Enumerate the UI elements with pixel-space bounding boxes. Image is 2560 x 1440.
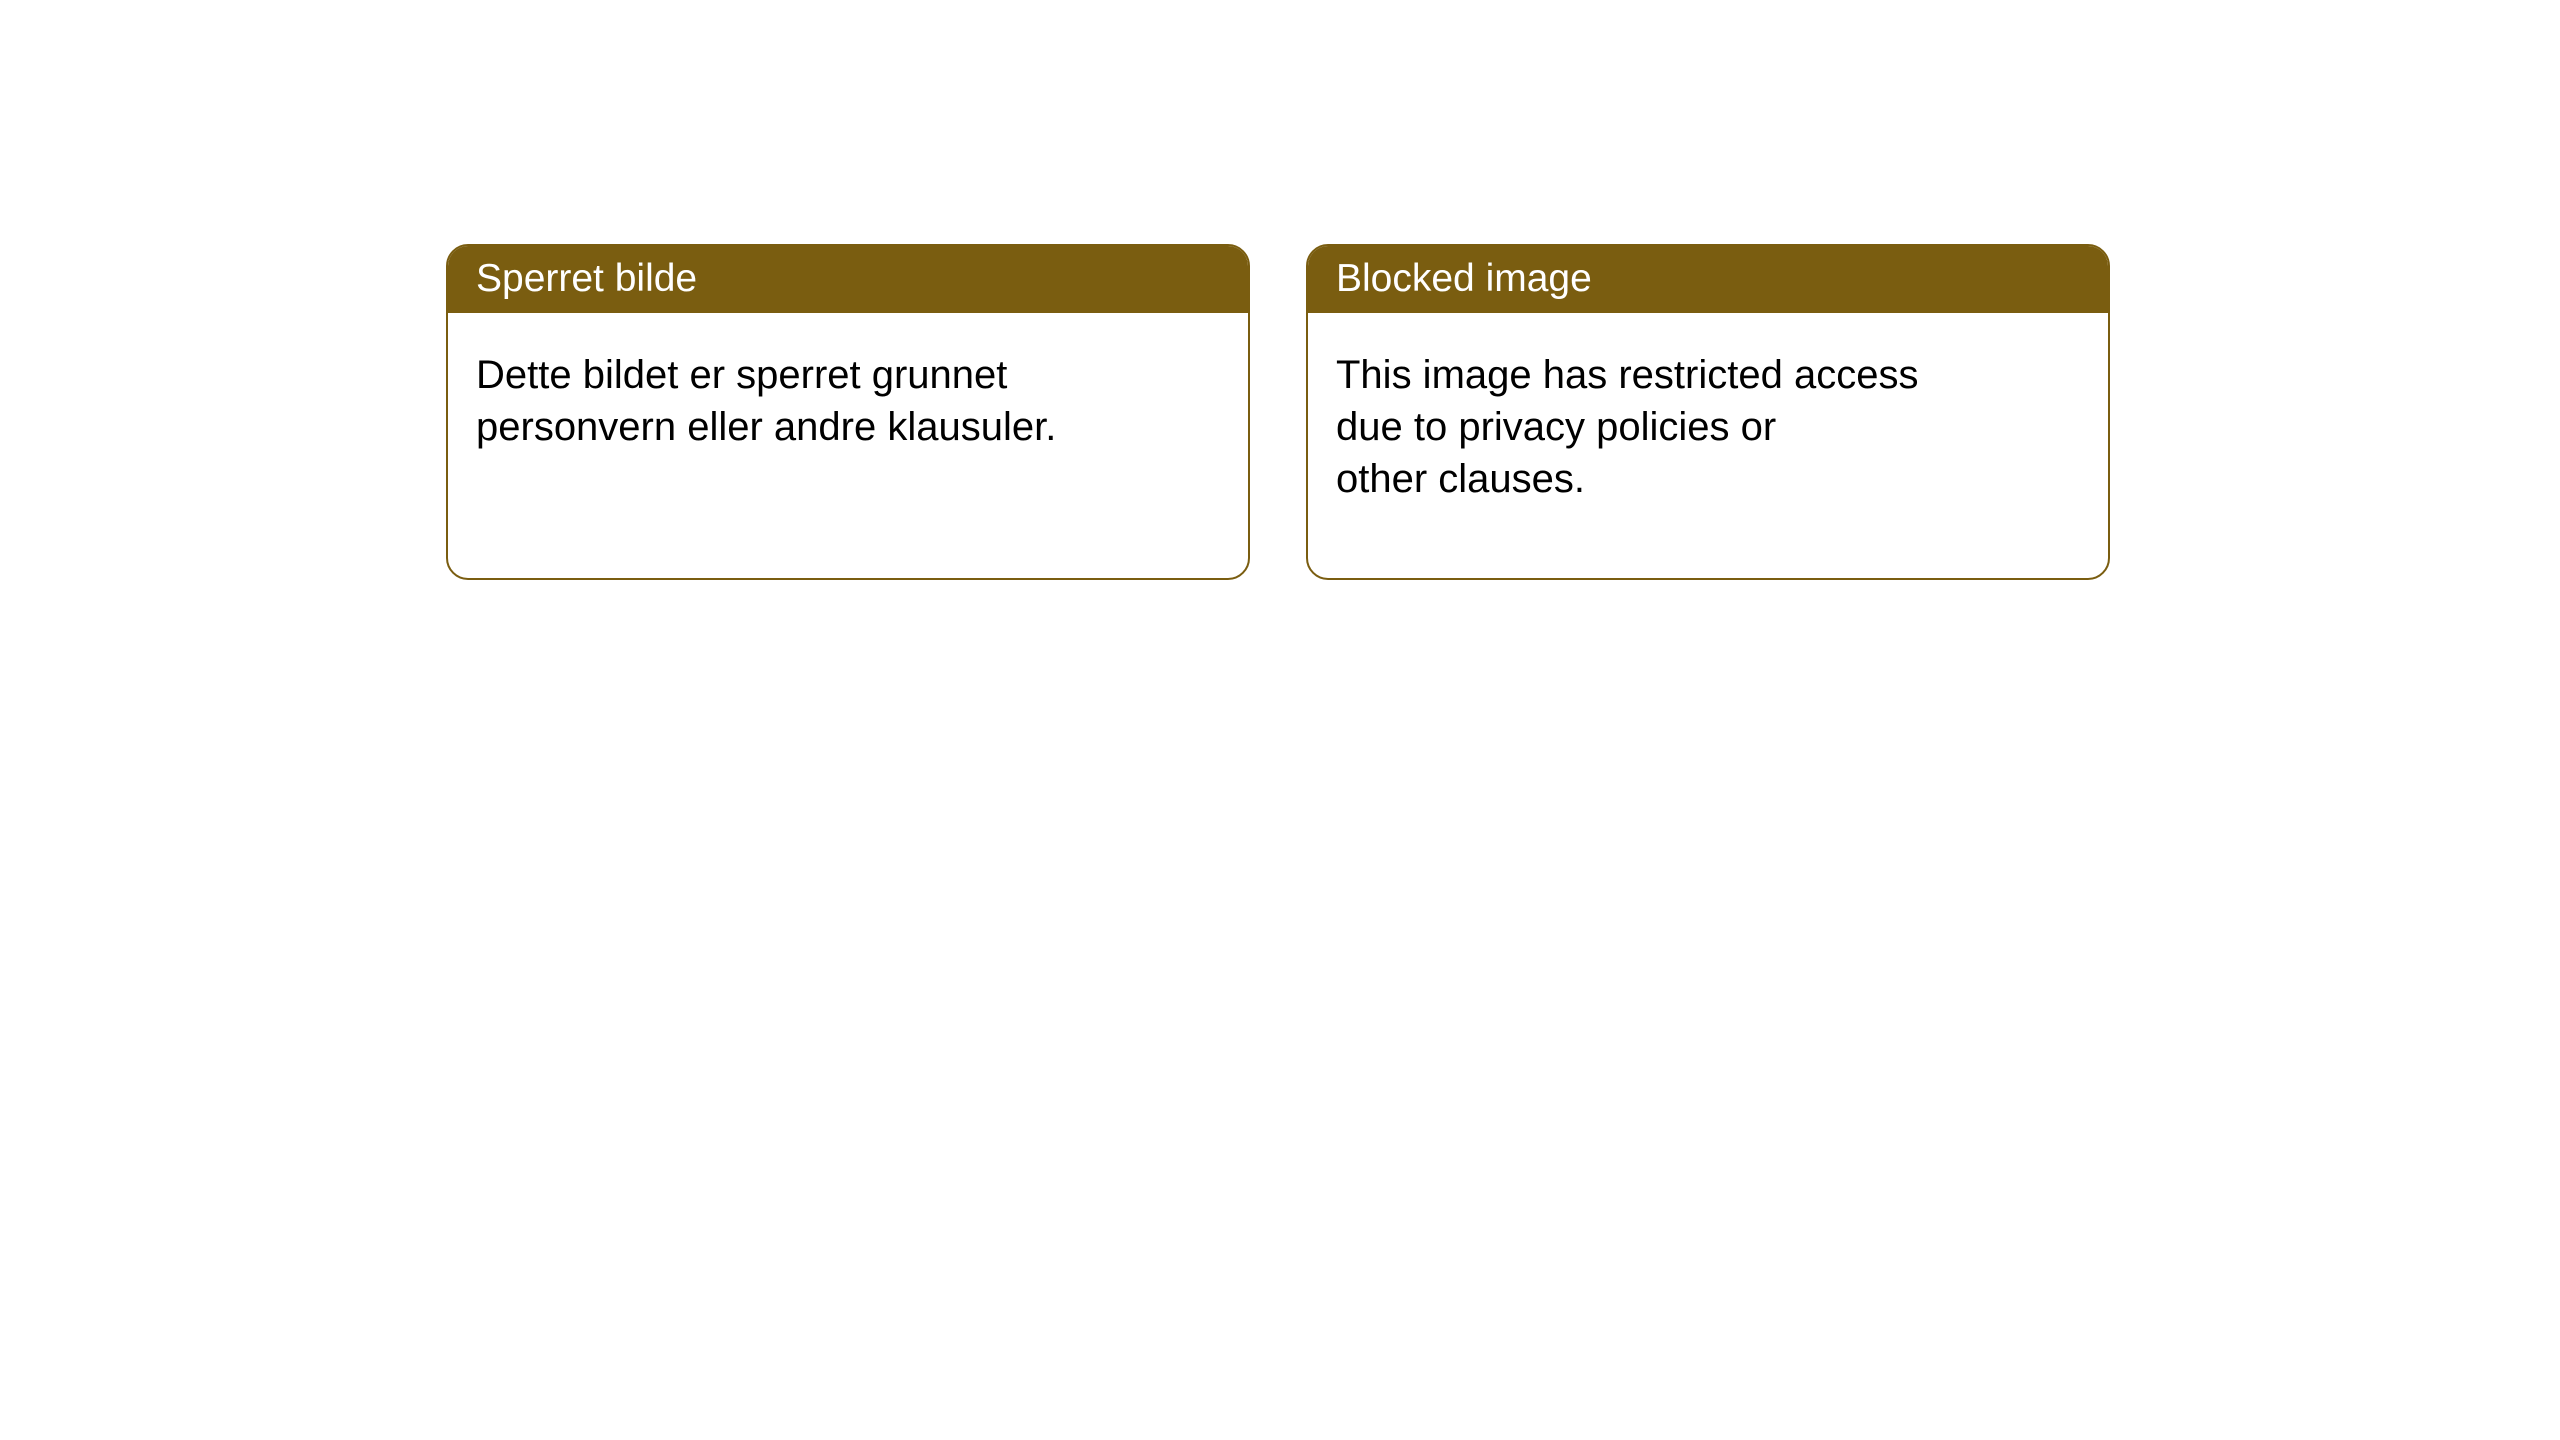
notice-title: Sperret bilde (448, 246, 1248, 313)
notice-container: Sperret bilde Dette bildet er sperret gr… (0, 0, 2560, 580)
notice-card-english: Blocked image This image has restricted … (1306, 244, 2110, 580)
notice-card-norwegian: Sperret bilde Dette bildet er sperret gr… (446, 244, 1250, 580)
notice-body: This image has restricted access due to … (1308, 313, 2108, 541)
notice-body: Dette bildet er sperret grunnet personve… (448, 313, 1248, 489)
notice-title: Blocked image (1308, 246, 2108, 313)
